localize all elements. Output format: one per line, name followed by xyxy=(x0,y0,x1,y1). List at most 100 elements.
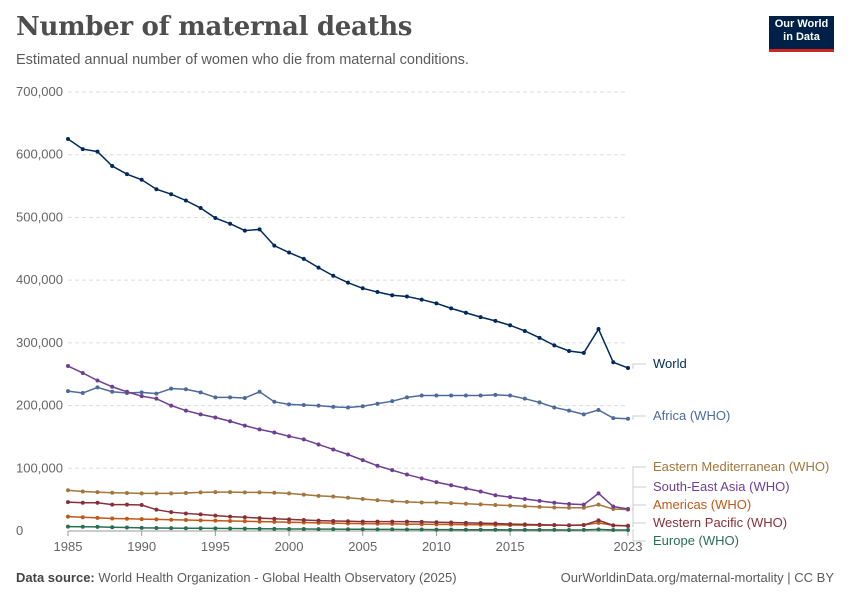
data-point[interactable] xyxy=(242,515,247,520)
data-point[interactable] xyxy=(478,527,483,532)
data-point[interactable] xyxy=(434,520,439,525)
data-point[interactable] xyxy=(478,315,483,320)
data-point[interactable] xyxy=(110,490,115,495)
data-point[interactable] xyxy=(434,500,439,505)
data-point[interactable] xyxy=(493,318,498,323)
data-point[interactable] xyxy=(390,468,395,473)
data-point[interactable] xyxy=(567,408,572,413)
data-point[interactable] xyxy=(169,491,174,496)
data-point[interactable] xyxy=(169,526,174,531)
data-point[interactable] xyxy=(375,527,380,532)
data-point[interactable] xyxy=(66,500,70,505)
data-point[interactable] xyxy=(537,335,542,340)
data-point[interactable] xyxy=(626,507,630,512)
data-point[interactable] xyxy=(346,527,350,532)
data-point[interactable] xyxy=(419,393,424,398)
data-point[interactable] xyxy=(537,400,542,405)
data-point[interactable] xyxy=(346,280,350,285)
data-point[interactable] xyxy=(124,516,129,521)
data-point[interactable] xyxy=(80,391,85,396)
data-point[interactable] xyxy=(154,391,159,396)
data-point[interactable] xyxy=(257,490,262,495)
data-point[interactable] xyxy=(626,416,630,421)
series-line[interactable] xyxy=(67,489,629,511)
data-point[interactable] xyxy=(124,491,129,496)
data-point[interactable] xyxy=(169,517,174,522)
data-point[interactable] xyxy=(95,515,100,520)
data-point[interactable] xyxy=(124,389,129,394)
data-point[interactable] xyxy=(626,528,630,533)
data-point[interactable] xyxy=(552,505,557,510)
data-point[interactable] xyxy=(228,395,233,400)
data-point[interactable] xyxy=(419,527,424,532)
data-point[interactable] xyxy=(552,405,557,410)
series-line[interactable] xyxy=(67,138,629,369)
data-point[interactable] xyxy=(301,492,306,497)
data-point[interactable] xyxy=(66,514,70,519)
data-point[interactable] xyxy=(287,520,292,525)
data-point[interactable] xyxy=(154,507,159,512)
data-point[interactable] xyxy=(124,172,129,177)
data-point[interactable] xyxy=(257,526,262,531)
data-point[interactable] xyxy=(139,517,144,522)
data-point[interactable] xyxy=(493,521,498,526)
data-point[interactable] xyxy=(581,505,586,510)
data-point[interactable] xyxy=(331,494,336,499)
data-point[interactable] xyxy=(360,519,365,524)
data-point[interactable] xyxy=(404,499,409,504)
data-point[interactable] xyxy=(375,519,380,524)
data-point[interactable] xyxy=(508,527,513,532)
data-point[interactable] xyxy=(537,527,542,532)
data-point[interactable] xyxy=(522,522,527,527)
data-point[interactable] xyxy=(626,365,630,370)
data-point[interactable] xyxy=(228,419,233,424)
data-point[interactable] xyxy=(213,518,218,523)
data-point[interactable] xyxy=(242,526,247,531)
data-point[interactable] xyxy=(331,404,336,409)
data-point[interactable] xyxy=(611,527,616,532)
data-point[interactable] xyxy=(581,527,586,532)
data-point[interactable] xyxy=(567,505,572,510)
data-point[interactable] xyxy=(95,500,100,505)
data-point[interactable] xyxy=(567,502,572,507)
data-point[interactable] xyxy=(567,349,572,354)
data-point[interactable] xyxy=(375,463,380,468)
data-point[interactable] xyxy=(552,523,557,528)
data-point[interactable] xyxy=(537,504,542,509)
data-point[interactable] xyxy=(478,521,483,526)
data-point[interactable] xyxy=(596,327,601,332)
data-point[interactable] xyxy=(316,442,321,447)
data-point[interactable] xyxy=(434,301,439,306)
data-point[interactable] xyxy=(522,497,527,502)
data-point[interactable] xyxy=(581,523,586,528)
data-point[interactable] xyxy=(567,527,572,532)
data-point[interactable] xyxy=(478,393,483,398)
data-point[interactable] xyxy=(213,490,218,495)
data-point[interactable] xyxy=(611,416,616,421)
series-south-east-asia-who[interactable] xyxy=(66,364,630,512)
data-point[interactable] xyxy=(390,519,395,524)
data-point[interactable] xyxy=(80,489,85,494)
data-point[interactable] xyxy=(404,519,409,524)
data-point[interactable] xyxy=(287,491,292,496)
data-point[interactable] xyxy=(183,198,188,203)
series-label[interactable]: Americas (WHO) xyxy=(653,497,751,512)
data-point[interactable] xyxy=(95,149,100,154)
data-point[interactable] xyxy=(360,497,365,502)
data-point[interactable] xyxy=(228,518,233,523)
data-point[interactable] xyxy=(537,498,542,503)
data-point[interactable] xyxy=(552,500,557,505)
source-url-link[interactable]: OurWorldinData.org/maternal-mortality | … xyxy=(560,570,834,585)
data-point[interactable] xyxy=(404,527,409,532)
data-point[interactable] xyxy=(449,520,454,525)
data-point[interactable] xyxy=(478,489,483,494)
data-point[interactable] xyxy=(213,513,218,518)
data-point[interactable] xyxy=(95,490,100,495)
data-point[interactable] xyxy=(110,516,115,521)
data-point[interactable] xyxy=(316,518,321,523)
data-point[interactable] xyxy=(537,522,542,527)
data-point[interactable] xyxy=(242,490,247,495)
data-point[interactable] xyxy=(390,527,395,532)
data-point[interactable] xyxy=(198,526,203,531)
data-point[interactable] xyxy=(272,399,277,404)
